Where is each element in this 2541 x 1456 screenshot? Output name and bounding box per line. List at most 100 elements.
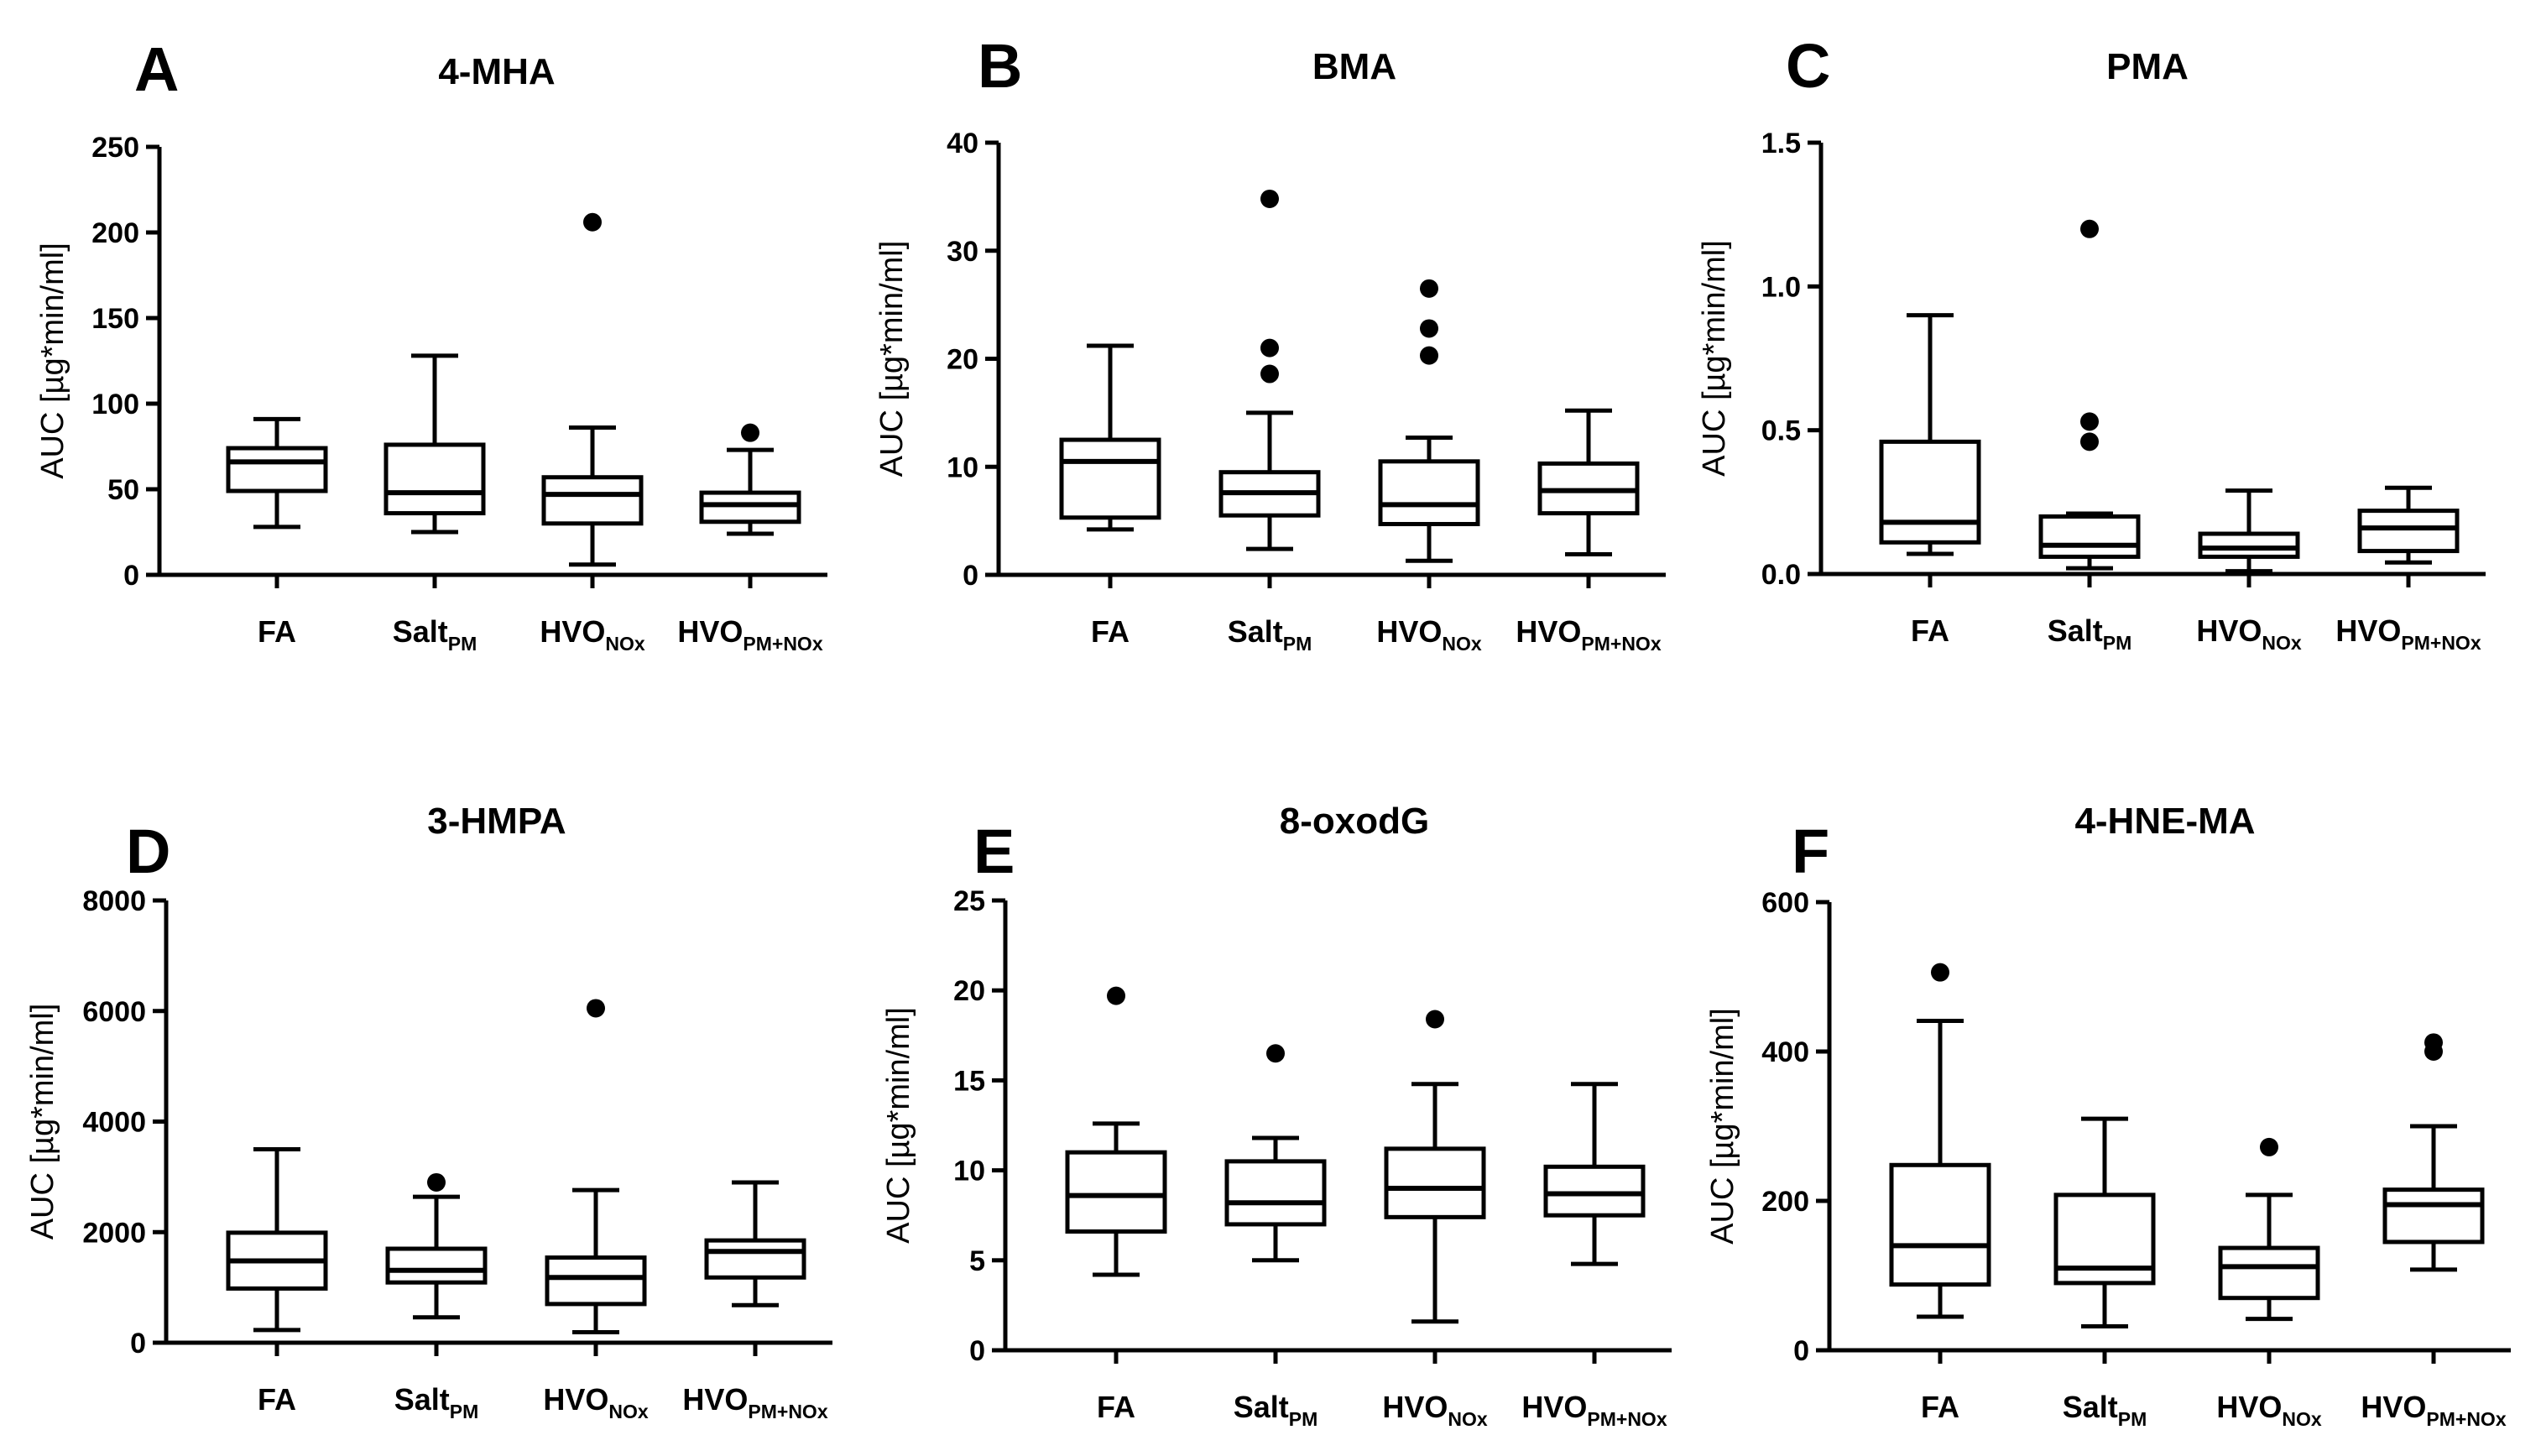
y-axis-label: AUC [µg*min/ml] [881, 1007, 916, 1244]
box-1: FA [1879, 313, 1981, 648]
y-tick-label: 100 [91, 389, 139, 420]
y-tick-label: 30 [947, 236, 978, 268]
iqr-box [1879, 439, 1981, 545]
x-category-label: SaltPM [394, 1382, 479, 1422]
box-1: FA [1059, 343, 1161, 649]
x-category-label: HVOPM+NOx [682, 1382, 827, 1422]
outlier-point [1260, 338, 1279, 357]
y-axis-label: AUC [µg*min/ml] [25, 1004, 60, 1240]
x-category-label: HVOPM+NOx [677, 614, 822, 655]
y-tick-label: 40 [947, 128, 978, 159]
y-tick-label: 250 [91, 132, 139, 164]
chart-title: 3-HMPA [427, 801, 566, 842]
box-3: HVONOx [2216, 1137, 2322, 1430]
box-2: SaltPM [385, 1172, 488, 1422]
outlier-point [741, 423, 759, 442]
box-2: SaltPM [1224, 1044, 1327, 1430]
y-tick-label: 10 [953, 1156, 985, 1187]
outlier-point [2080, 412, 2099, 431]
y-tick-label: 6000 [82, 996, 146, 1028]
iqr-box [541, 475, 644, 526]
iqr-box [1059, 437, 1161, 520]
x-category-label: HVOPM+NOx [2335, 613, 2481, 654]
iqr-box [385, 1246, 488, 1285]
panel-letter: A [134, 34, 179, 104]
y-tick-label: 5 [969, 1245, 985, 1277]
outlier-point [1420, 279, 1438, 298]
outlier-point [1931, 963, 1949, 982]
box-3: HVONOx [540, 212, 645, 655]
x-category-label: HVOPM+NOx [1521, 1390, 1667, 1430]
y-tick-label: 600 [1761, 887, 1809, 919]
chart-panel-f: F 4-HNE-MA 0 200 400 600 AUC [µg*min/ml] FA Salt… [1705, 801, 2511, 1430]
y-tick-label: 400 [1761, 1036, 1809, 1068]
y-tick-label: 1.0 [1761, 271, 1801, 303]
outlier-point [1107, 986, 1125, 1005]
chart-panel-d: D 3-HMPA 0 2000 4000 6000 8000 AUC [µg*min/ml] F… [25, 801, 832, 1422]
y-tick-label: 150 [91, 303, 139, 335]
box-2: SaltPM [383, 353, 486, 655]
x-category-label: HVOPM+NOx [2361, 1390, 2506, 1430]
iqr-box [1378, 459, 1480, 526]
x-category-label: FA [258, 1382, 296, 1417]
x-category-label: HVOPM+NOx [1516, 614, 1661, 655]
x-category-label: HVONOx [1382, 1390, 1488, 1430]
y-tick-label: 1.5 [1761, 128, 1801, 159]
x-category-label: FA [1097, 1390, 1135, 1424]
y-axis-label: AUC [µg*min/ml] [1697, 240, 1732, 477]
outlier-point [2080, 219, 2099, 238]
box-3: HVONOx [1382, 1010, 1488, 1430]
x-category-label: SaltPM [393, 614, 477, 655]
iqr-box [704, 1238, 806, 1280]
iqr-box [699, 490, 801, 524]
y-tick-label: 10 [947, 451, 978, 483]
y-tick-label: 0 [969, 1335, 985, 1367]
y-axis-label: AUC [µg*min/ml] [35, 243, 70, 479]
panel-letter: E [973, 817, 1015, 886]
iqr-box [2218, 1245, 2320, 1301]
chart-title: 4-MHA [438, 51, 555, 92]
outlier-point [1426, 1010, 1444, 1029]
box-4: HVOPM+NOx [1516, 408, 1662, 655]
box-2: SaltPM [1218, 189, 1321, 655]
iqr-box [1224, 1159, 1327, 1227]
outlier-point [1420, 346, 1438, 365]
chart-panel-c: C PMA 0.0 0.5 1.0 1.5 AUC [µg*min/ml] FA SaltPM H… [1697, 31, 2486, 654]
x-category-label: SaltPM [2048, 613, 2132, 654]
box-4: HVOPM+NOx [2361, 1033, 2507, 1430]
box-1: FA [1065, 986, 1167, 1424]
x-category-label: HVONOx [540, 614, 645, 655]
outlier-point [427, 1172, 446, 1192]
outlier-point [1260, 189, 1279, 208]
box-3: HVONOx [543, 999, 649, 1422]
y-tick-label: 0.0 [1761, 559, 1801, 591]
x-category-label: SaltPM [1234, 1390, 1318, 1430]
iqr-box [383, 442, 486, 516]
outlier-point [2260, 1137, 2278, 1156]
iqr-box [2357, 509, 2460, 554]
iqr-box [2038, 514, 2141, 559]
box-1: FA [1889, 963, 1991, 1424]
outlier-point [587, 999, 605, 1018]
panel-letter: D [126, 817, 170, 886]
iqr-box [226, 446, 328, 493]
chart-title: 8-oxodG [1280, 801, 1429, 842]
iqr-box [1543, 1164, 1646, 1218]
x-category-label: HVONOx [2196, 613, 2302, 654]
chart-panel-b: B BMA 0 10 20 30 40 AUC [µg*min/ml] FA SaltPM HVON… [874, 31, 1666, 655]
x-category-label: FA [258, 614, 296, 649]
box-4: HVOPM+NOx [1521, 1082, 1667, 1430]
y-tick-label: 0 [123, 560, 139, 592]
box-4: HVOPM+NOx [677, 423, 823, 655]
y-tick-label: 0 [130, 1328, 146, 1359]
y-axis-label: AUC [µg*min/ml] [1705, 1008, 1740, 1245]
iqr-box [2382, 1187, 2485, 1245]
x-category-label: SaltPM [1228, 614, 1312, 655]
x-category-label: HVONOx [543, 1382, 649, 1422]
y-tick-label: 50 [107, 474, 139, 506]
outlier-point [2424, 1033, 2443, 1052]
outlier-point [583, 212, 602, 232]
box-4: HVOPM+NOx [2335, 485, 2481, 654]
x-category-label: FA [1911, 613, 1949, 648]
